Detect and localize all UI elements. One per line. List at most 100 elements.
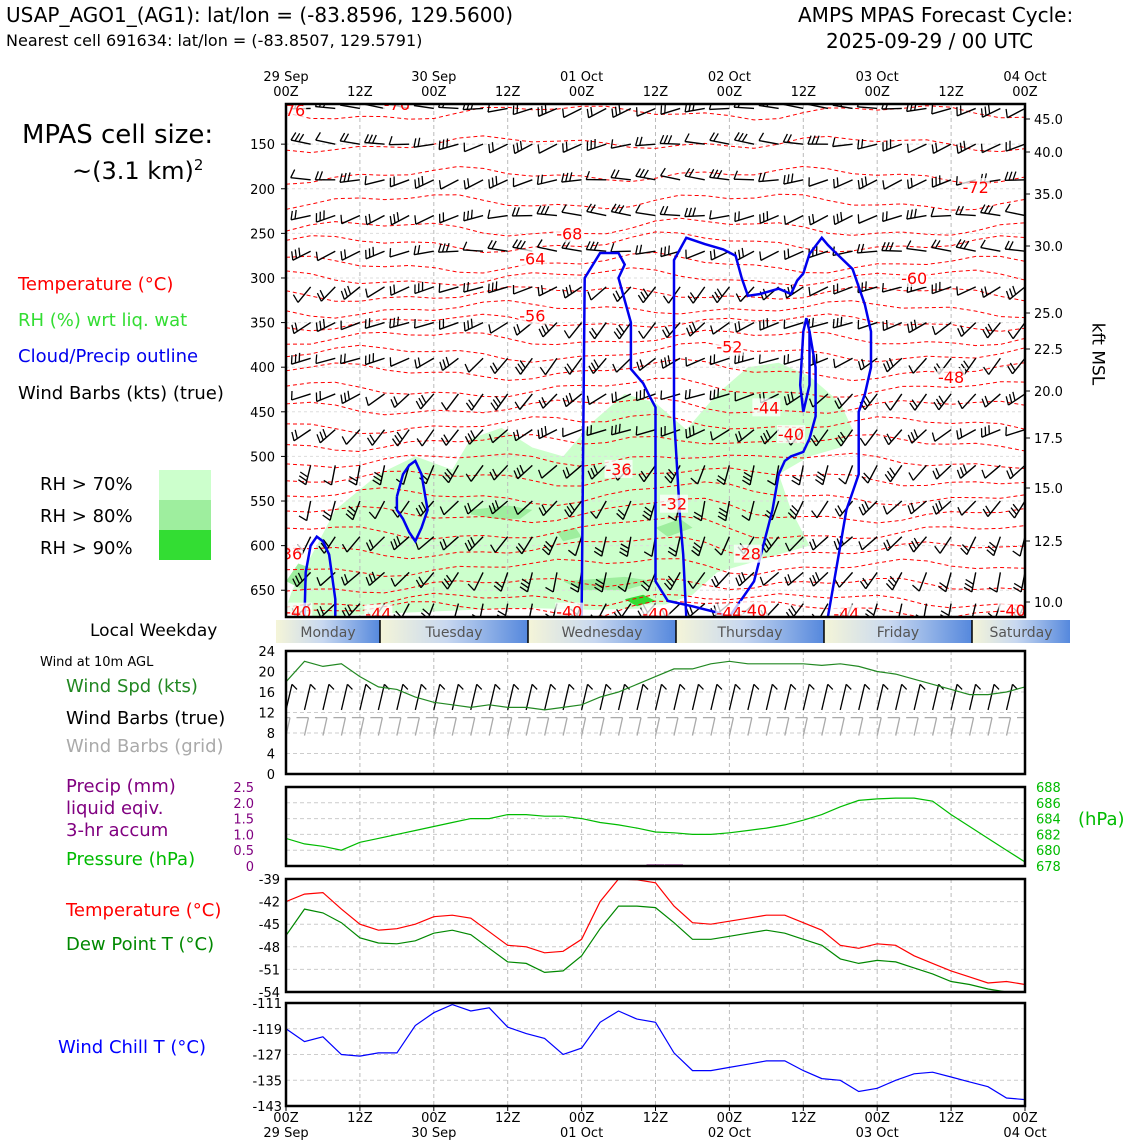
wind-barb [637, 286, 657, 304]
wind-barb-feather [618, 423, 621, 433]
wind-barb-feather [984, 395, 989, 405]
wind-barb-shaft [538, 286, 558, 297]
wind-barb [538, 393, 558, 409]
wind-barb [340, 320, 361, 331]
wind-barb-feather [610, 139, 614, 149]
wind-barb-feather [463, 180, 466, 190]
wind-barb-feather [298, 133, 305, 143]
wind-barb-true [895, 684, 903, 711]
wind-barb-shaft [463, 286, 484, 293]
wind-barb-feather [857, 361, 862, 371]
temperature-contour-label: -40 [556, 603, 582, 622]
temperature-label-bg [937, 368, 966, 387]
wind-barb-shaft [1005, 143, 1025, 152]
wind-barb [709, 169, 730, 181]
wind-barb-true [470, 684, 478, 711]
wind-barb-feather [857, 139, 860, 150]
wind-barb-feather [266, 169, 271, 177]
wind-barb-feather [836, 317, 839, 327]
wind-barb [859, 429, 878, 447]
wind-barb-feather [988, 587, 998, 593]
wind-barb-shaft [536, 213, 558, 217]
pressure-tick-label-hpa: 684 [1036, 813, 1061, 828]
wind-barb [717, 500, 731, 522]
wind-barb-feather [915, 614, 921, 617]
wind-barb-feather [913, 104, 917, 111]
temperature-label-bg [659, 494, 688, 513]
wind-barb-shaft [712, 429, 730, 441]
wind-barb-shaft [734, 106, 755, 110]
wind-barb-feather [857, 180, 861, 190]
wind-barb [365, 571, 385, 587]
wind-barb-shaft [886, 357, 903, 373]
wind-barb-feather [513, 505, 519, 515]
wind-barb [275, 501, 287, 521]
wind-barb-feather [617, 585, 626, 593]
wind-barb-shaft [440, 179, 459, 190]
wind-barb [808, 214, 829, 226]
wind-barb [562, 464, 583, 479]
wind-barb-feather [536, 205, 542, 214]
wind-tick-label: 0 [267, 768, 275, 783]
temperature-contour-label: -48 [938, 368, 964, 387]
wind-barb [364, 318, 385, 329]
wind-barb [613, 322, 632, 340]
wind-barb-shaft [859, 179, 878, 190]
wind-barb-feather [396, 431, 403, 440]
wind-barb-shaft [912, 357, 927, 374]
wind-barb-feather [760, 435, 766, 445]
wind-barb-shaft [1005, 210, 1025, 217]
wind-barb [462, 241, 484, 252]
wind-barb-feather [762, 172, 766, 182]
wind-barb-feather [815, 478, 824, 486]
wind-barb-true [414, 684, 422, 711]
wind-barb-feather [275, 516, 283, 521]
wind-barb-shaft [684, 107, 705, 113]
wind-barb-feather [664, 104, 666, 114]
wind-barb [464, 536, 484, 552]
wind-barb-feather [1004, 240, 1010, 250]
wind-barb [783, 248, 804, 261]
wind-barb-shaft [586, 248, 607, 252]
wind-barb-shaft [710, 357, 730, 366]
wind-barb [932, 464, 952, 480]
wind-barb-feather [758, 132, 765, 141]
wind-barb-feather [759, 576, 765, 586]
wind-barb-feather [664, 582, 671, 591]
wind-barb [439, 356, 459, 371]
wind-barb-true-feather [734, 683, 741, 690]
wind-barb-feather [640, 470, 647, 479]
wind-barb-feather [614, 391, 618, 401]
wind-barb-feather [538, 328, 544, 338]
wind-barb-feather [884, 402, 891, 411]
wind-barb [415, 571, 435, 589]
wind-barb [980, 104, 1001, 118]
wind-barb-feather [734, 323, 738, 333]
wind-barb [693, 500, 706, 522]
wind-barb [685, 357, 706, 367]
temp-panel-plot [286, 879, 1025, 992]
wind-barb-feather [660, 247, 663, 257]
wind-barb-feather [565, 467, 571, 476]
wind-barb-feather [713, 133, 719, 142]
wind-barb-shaft [971, 572, 977, 593]
wind-barb-shaft [787, 571, 804, 586]
wind-barb [684, 133, 705, 145]
wind-barb-feather [1008, 241, 1014, 250]
wind-barb-feather [394, 434, 401, 444]
height-tick-label: 12.5 [1034, 535, 1063, 550]
wind-barb-true-feather [531, 683, 538, 690]
wind-barb-feather [618, 324, 625, 333]
cloud-outline [303, 534, 337, 617]
wind-barb [587, 286, 607, 301]
wind-barb-feather [269, 296, 274, 303]
wind-barb [934, 536, 952, 554]
wind-barb-shaft [872, 603, 878, 617]
wind-barb-feather [1007, 330, 1014, 340]
wind-barb-shaft [365, 321, 385, 329]
wind-barb-feather [536, 239, 543, 248]
wind-barb-shaft [446, 572, 460, 590]
wind-barb-feather [612, 363, 618, 373]
wind-barb-feather [812, 538, 817, 548]
